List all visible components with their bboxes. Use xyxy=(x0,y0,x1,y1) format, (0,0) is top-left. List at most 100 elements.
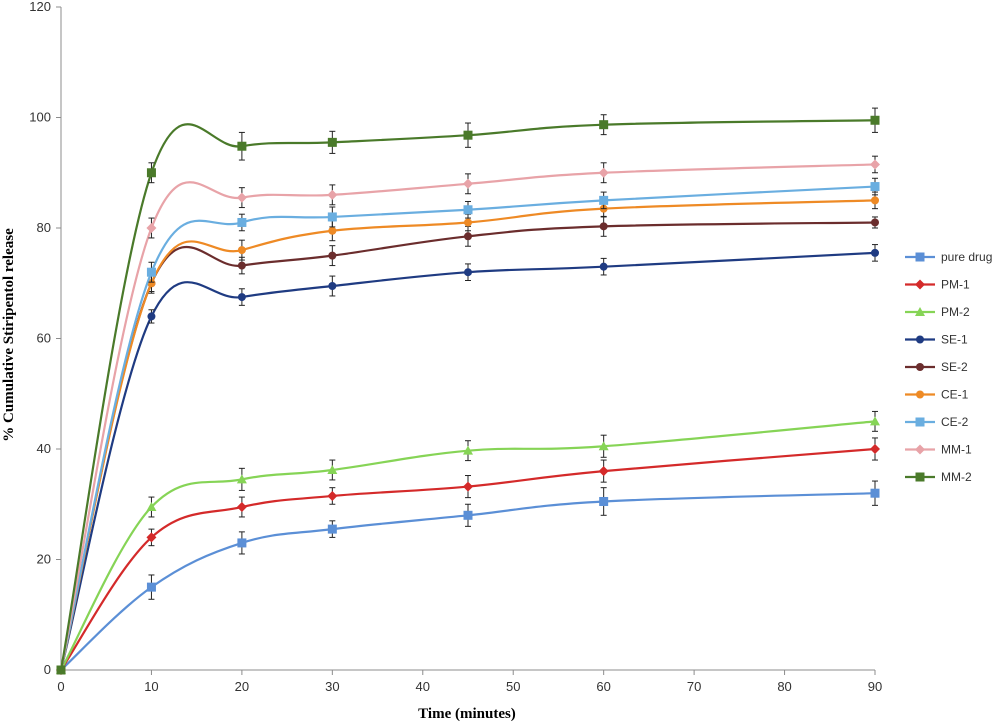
legend-item-se-1: SE-1 xyxy=(905,333,968,347)
data-point-se-1 xyxy=(328,282,337,291)
legend: pure drug PM-1 PM-2 SE-1 SE-2 CE-1 CE-2 MM-1 MM-… xyxy=(905,250,992,484)
y-tick-label: 80 xyxy=(37,220,51,235)
data-point-se-1 xyxy=(599,262,608,271)
x-tick-label: 90 xyxy=(868,679,882,694)
x-tick-label: 0 xyxy=(57,679,64,694)
data-point-pm-2 xyxy=(146,502,157,512)
data-point-ce-2 xyxy=(327,212,337,222)
legend-item-ce-2: CE-2 xyxy=(905,415,969,429)
y-tick-label: 20 xyxy=(37,552,51,567)
series-mm-2 xyxy=(56,107,880,675)
x-tick-label: 20 xyxy=(235,679,249,694)
legend-item-pm-1: PM-1 xyxy=(905,278,970,292)
legend-label: CE-2 xyxy=(941,415,969,429)
legend-swatch-marker xyxy=(915,444,925,455)
data-point-ce-1 xyxy=(464,218,472,227)
legend-swatch-marker xyxy=(915,252,925,262)
legend-label: MM-1 xyxy=(941,443,972,457)
data-point-ce-2 xyxy=(870,182,880,192)
series-line-se-1 xyxy=(59,251,876,671)
legend-item-pure-drug: pure drug xyxy=(905,250,992,264)
data-point-mm-2 xyxy=(463,130,473,140)
series-line-mm-2 xyxy=(59,119,876,671)
data-point-ce-2 xyxy=(146,267,156,277)
y-tick-label: 0 xyxy=(44,662,51,677)
x-axis-title: Time (minutes) xyxy=(418,706,516,722)
data-point-pm-1 xyxy=(236,502,247,513)
data-point-ce-2 xyxy=(237,217,247,227)
series-line-ce-1 xyxy=(59,199,876,671)
x-tick-label: 70 xyxy=(687,679,701,694)
legend-item-mm-1: MM-1 xyxy=(905,443,972,457)
data-point-mm-2 xyxy=(56,665,66,675)
data-point-mm-2 xyxy=(599,120,609,130)
data-point-mm-1 xyxy=(236,192,247,203)
data-point-se-1 xyxy=(147,312,156,321)
y-tick-label: 100 xyxy=(29,110,51,125)
legend-swatch-marker xyxy=(916,335,924,344)
legend-swatch-marker xyxy=(915,279,925,290)
data-point-pm-2 xyxy=(327,464,338,474)
data-point-pure-drug xyxy=(327,524,337,534)
data-point-ce-1 xyxy=(237,246,246,255)
data-point-se-2 xyxy=(599,222,608,231)
data-point-pm-2 xyxy=(870,416,880,426)
data-point-pm-1 xyxy=(146,532,157,543)
data-point-mm-2 xyxy=(327,137,337,147)
x-tick-label: 30 xyxy=(325,679,339,694)
data-point-pm-2 xyxy=(598,441,609,451)
series-pure-drug xyxy=(56,480,880,675)
data-point-mm-1 xyxy=(463,178,473,189)
data-point-ce-1 xyxy=(328,226,337,235)
data-point-mm-1 xyxy=(870,159,880,170)
series-line-mm-1 xyxy=(59,163,876,671)
data-point-ce-1 xyxy=(871,196,879,205)
data-point-se-2 xyxy=(871,218,879,227)
legend-label: MM-2 xyxy=(941,470,972,484)
legend-label: PM-2 xyxy=(941,305,970,319)
data-point-pm-1 xyxy=(870,444,880,454)
data-point-se-1 xyxy=(464,268,472,277)
axes: 0 20 40 60 80 100 120 0 10 20 30 40 50 60 70 80 90 xyxy=(29,0,882,694)
x-tick-label: 40 xyxy=(416,679,430,694)
data-point-mm-1 xyxy=(327,189,338,200)
data-point-ce-1 xyxy=(147,279,156,288)
series-layer xyxy=(56,107,880,675)
y-tick-label: 40 xyxy=(37,441,51,456)
legend-swatch-marker xyxy=(916,363,924,371)
data-point-mm-1 xyxy=(598,167,609,178)
data-point-pm-2 xyxy=(463,445,473,455)
data-point-ce-2 xyxy=(463,205,473,215)
data-point-pure-drug xyxy=(599,496,609,506)
data-point-mm-2 xyxy=(237,141,247,151)
data-point-se-2 xyxy=(328,251,337,260)
y-tick-label: 120 xyxy=(29,0,51,14)
series-line-ce-2 xyxy=(59,185,876,671)
data-point-se-2 xyxy=(464,232,472,241)
legend-item-se-2: SE-2 xyxy=(905,360,968,374)
data-point-pure-drug xyxy=(146,582,156,592)
data-point-pm-1 xyxy=(463,481,473,492)
legend-label: SE-1 xyxy=(941,333,968,347)
data-point-se-1 xyxy=(237,293,246,302)
data-point-mm-1 xyxy=(146,223,157,233)
data-point-pure-drug xyxy=(463,510,473,520)
x-tick-label: 10 xyxy=(144,679,158,694)
x-tick-label: 60 xyxy=(596,679,610,694)
data-point-mm-2 xyxy=(870,115,880,125)
x-tick-label: 80 xyxy=(777,679,791,694)
x-tick-label: 50 xyxy=(506,679,520,694)
legend-label: PM-1 xyxy=(941,278,970,292)
legend-swatch-marker xyxy=(916,390,924,399)
y-tick-label: 60 xyxy=(37,331,51,346)
data-point-se-2 xyxy=(237,261,246,270)
legend-label: CE-1 xyxy=(941,388,969,402)
legend-swatch-marker xyxy=(915,417,925,427)
legend-label: pure drug xyxy=(941,250,992,264)
legend-item-ce-1: CE-1 xyxy=(905,388,969,402)
series-pm-1 xyxy=(56,437,880,675)
legend-label: SE-2 xyxy=(941,360,968,374)
data-point-pure-drug xyxy=(870,488,880,498)
data-point-se-1 xyxy=(871,248,879,257)
